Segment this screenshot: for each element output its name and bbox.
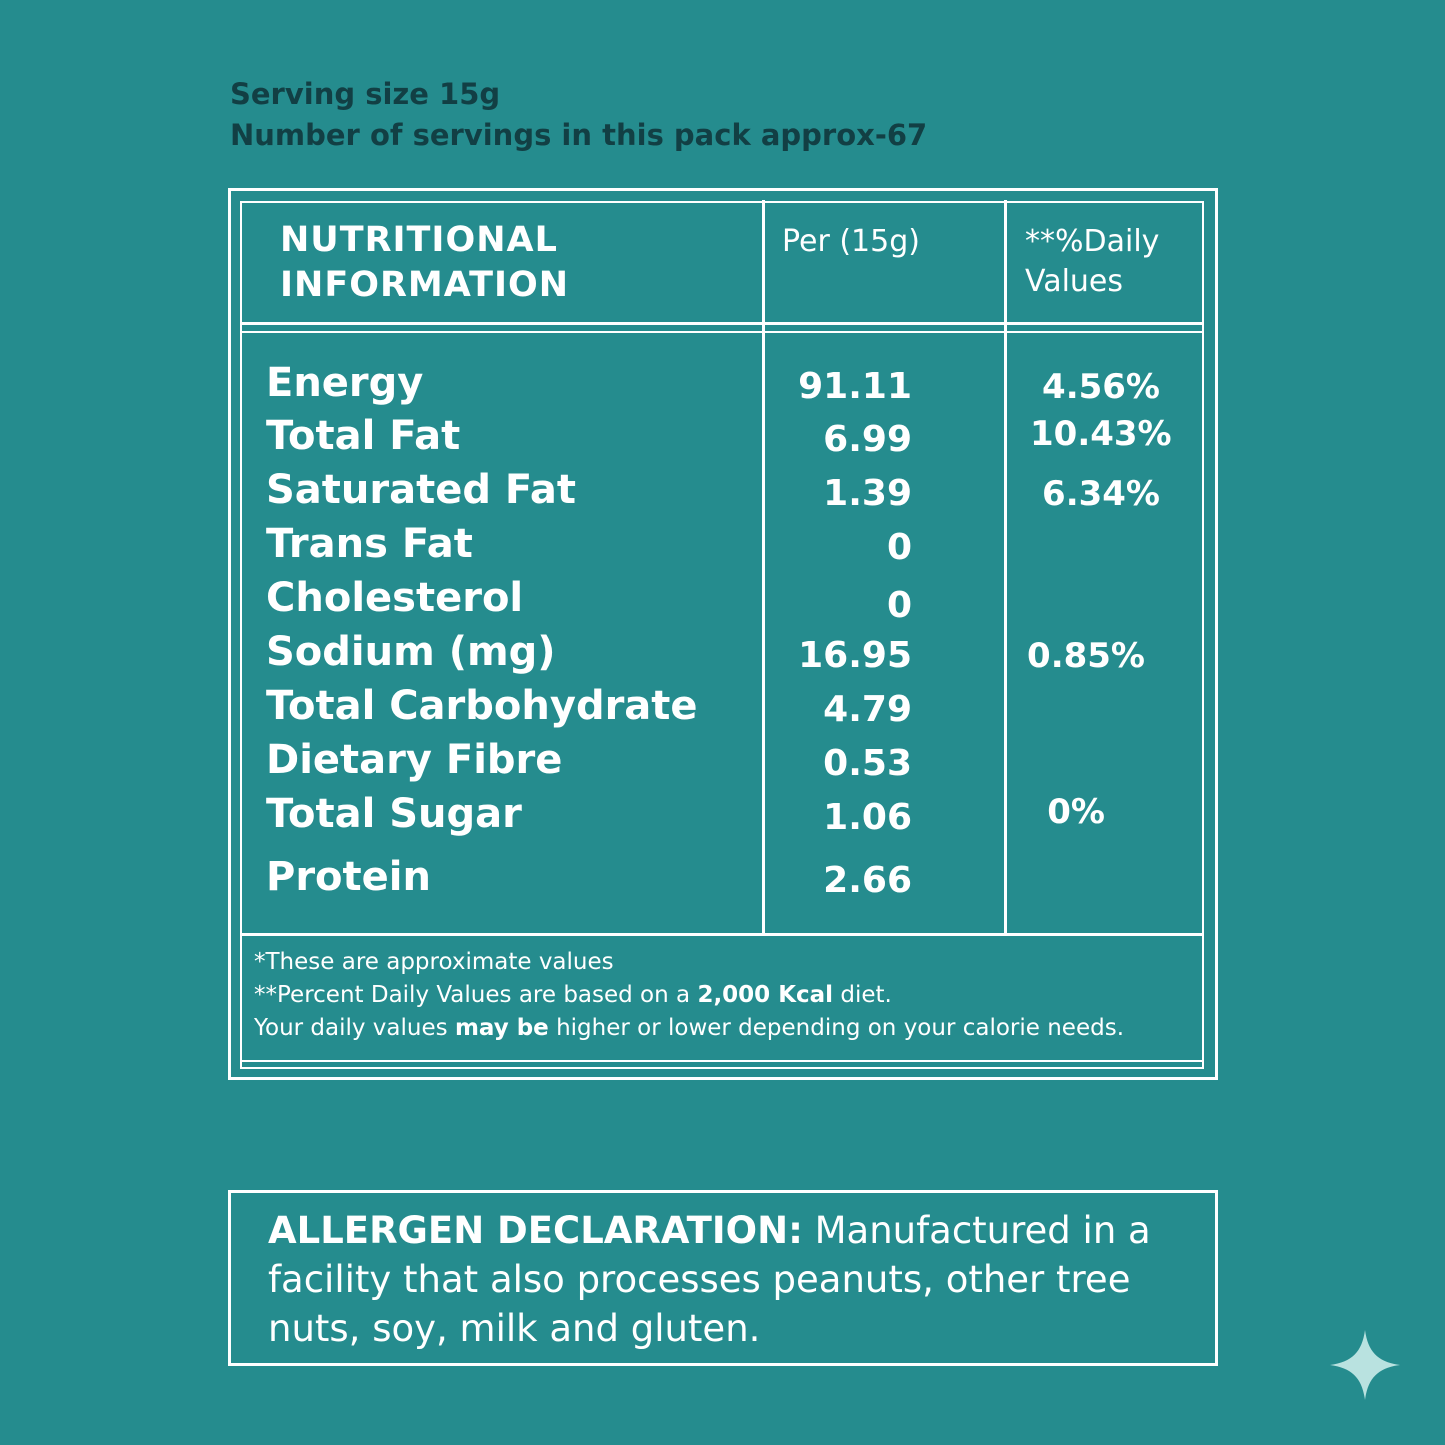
nutrient-row-trans-fat: Trans Fat 0 xyxy=(0,517,1445,571)
footnote-bold: may be xyxy=(454,1015,549,1041)
nutrient-value: 2.66 xyxy=(823,860,912,901)
allergen-declaration: ALLERGEN DECLARATION: Manufactured in a … xyxy=(268,1206,1188,1353)
nutrient-value: 6.99 xyxy=(823,419,912,460)
footnote-text: higher or lower depending on your calori… xyxy=(548,1015,1125,1041)
nutrition-table-frame xyxy=(228,188,1218,1080)
column-divider-2 xyxy=(1004,200,1007,935)
nutrient-row-protein: Protein 2.66 xyxy=(0,850,1445,904)
nutrient-daily-value: 10.43% xyxy=(1030,414,1172,454)
footnote-approximate: *These are approximate values xyxy=(254,949,614,975)
nutrient-label: Total Sugar xyxy=(266,791,522,837)
nutrient-daily-value: 0% xyxy=(1047,792,1105,832)
header-divider-second xyxy=(240,331,1203,333)
nutrient-row-total-sugar: Total Sugar 1.06 0% xyxy=(0,787,1445,841)
allergen-box xyxy=(228,1190,1218,1366)
notes-bottom-line xyxy=(240,1060,1203,1062)
nutrition-table-inner-frame xyxy=(240,201,1204,1069)
daily-values-header: **%Daily Values xyxy=(1025,222,1159,302)
nutrient-row-total-carbohydrate: Total Carbohydrate 4.79 xyxy=(0,679,1445,733)
nutrient-value: 1.39 xyxy=(823,473,912,514)
allergen-text: Manufactured in a facility that also pro… xyxy=(268,1209,1151,1350)
nutrient-label: Trans Fat xyxy=(266,521,473,567)
footnote-text: **Percent Daily Values are based on a xyxy=(254,982,698,1008)
table-title: NUTRITIONAL INFORMATION xyxy=(280,218,569,308)
column-divider-1 xyxy=(762,200,765,935)
nutrient-value: 16.95 xyxy=(798,635,912,676)
header-divider xyxy=(240,322,1203,325)
nutrient-label: Protein xyxy=(266,854,431,900)
servings-per-pack: Number of servings in this pack approx-6… xyxy=(230,118,928,152)
table-title-line-2: INFORMATION xyxy=(280,265,570,305)
daily-values-header-line-1: **%Daily xyxy=(1025,224,1160,259)
footnote-text: Your daily values xyxy=(254,1015,455,1041)
nutrient-row-saturated-fat: Saturated Fat 1.39 6.34% xyxy=(0,463,1445,517)
notes-divider xyxy=(240,933,1203,936)
serving-info: Serving size 15g Number of servings in t… xyxy=(230,74,927,156)
nutrient-value: 91.11 xyxy=(798,366,912,407)
nutrient-row-energy: Energy 91.11 4.56% xyxy=(0,356,1445,410)
nutrient-daily-value: 0.85% xyxy=(1027,636,1145,676)
nutrient-value: 0 xyxy=(886,527,912,568)
nutrient-row-dietary-fibre: Dietary Fibre 0.53 xyxy=(0,733,1445,787)
nutrient-label: Total Fat xyxy=(266,413,461,459)
per-serving-header: Per (15g) xyxy=(782,224,920,259)
nutrient-label: Dietary Fibre xyxy=(266,737,563,783)
footnote-bold: 2,000 Kcal xyxy=(697,982,834,1008)
nutrient-row-total-fat: Total Fat 6.99 10.43% xyxy=(0,409,1445,463)
footnote-calorie-needs: Your daily values may be higher or lower… xyxy=(254,1012,1124,1045)
nutrient-value: 4.79 xyxy=(823,689,912,730)
nutrient-value: 0 xyxy=(886,585,912,626)
nutrient-row-cholesterol: Cholesterol 0 xyxy=(0,571,1445,626)
footnote-text: diet. xyxy=(833,982,892,1008)
nutrient-value: 0.53 xyxy=(823,743,912,784)
nutrient-label: Saturated Fat xyxy=(266,467,577,513)
nutrient-label: Sodium (mg) xyxy=(266,629,556,675)
nutrient-daily-value: 4.56% xyxy=(1042,367,1160,407)
daily-values-header-line-2: Values xyxy=(1025,264,1124,299)
nutrient-daily-value: 6.34% xyxy=(1042,474,1160,514)
nutrient-value: 1.06 xyxy=(823,797,912,838)
serving-size: Serving size 15g xyxy=(230,77,501,111)
nutrient-label: Cholesterol xyxy=(266,575,524,621)
table-footnotes: *These are approximate values **Percent … xyxy=(254,946,1124,1045)
nutrient-row-sodium: Sodium (mg) 16.95 0.85% xyxy=(0,625,1445,679)
nutrient-label: Energy xyxy=(266,360,424,406)
sparkle-icon xyxy=(1330,1330,1400,1400)
allergen-label: ALLERGEN DECLARATION: xyxy=(268,1209,803,1252)
nutrient-label: Total Carbohydrate xyxy=(266,683,698,729)
footnote-daily-values: **Percent Daily Values are based on a 2,… xyxy=(254,979,1124,1012)
table-title-line-1: NUTRITIONAL xyxy=(280,220,558,260)
